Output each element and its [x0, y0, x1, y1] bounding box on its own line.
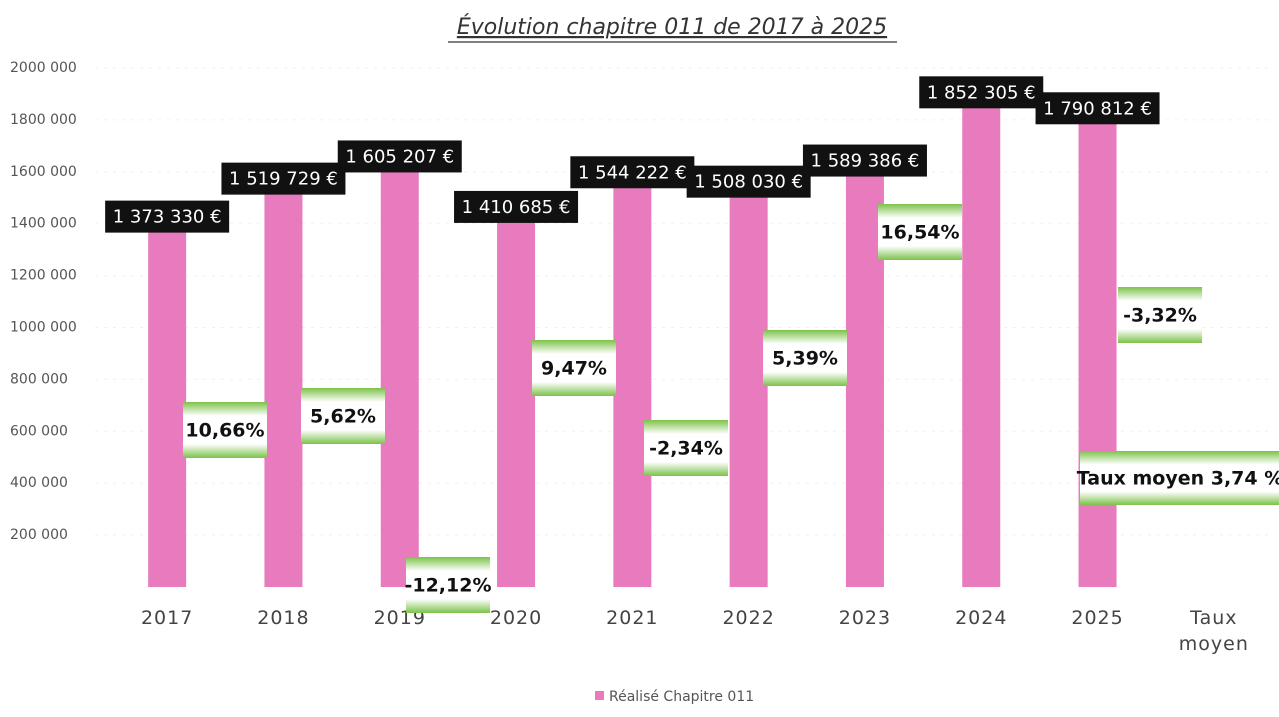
growth-label: 16,54%	[880, 222, 959, 244]
bar	[729, 195, 768, 588]
y-tick-label: 600 000	[10, 423, 68, 439]
x-tick-frame: 2025	[1071, 607, 1124, 629]
x-tick-frame: 2017	[140, 607, 194, 629]
y-tick-label: 1200 000	[10, 268, 77, 284]
value-label: 1 373 330 €	[113, 207, 222, 228]
y-tick-label: 200 000	[10, 527, 68, 543]
value-label: 1 544 222 €	[578, 162, 687, 183]
growth-label-box	[301, 388, 385, 444]
bar	[497, 220, 536, 587]
average-label-box	[1080, 451, 1279, 505]
x-tick-label: 2020	[489, 607, 543, 629]
growth-label-box	[1118, 287, 1202, 343]
bar	[148, 230, 187, 588]
x-tick-label: 2017	[140, 607, 194, 629]
x-tick-frame: 2024	[955, 607, 1008, 629]
x-tick-frame: 2020	[489, 607, 543, 629]
x-tick-label: 2021	[606, 607, 659, 629]
growth-label: -3,32%	[1123, 305, 1197, 327]
y-tick-label: 1000 000	[10, 320, 77, 336]
growth-label-box	[532, 340, 616, 396]
x-tick-frame: 2018	[257, 607, 310, 629]
value-label-box	[686, 165, 811, 198]
y-tick-label: 1800 000	[10, 112, 77, 128]
growth-label: 10,66%	[185, 420, 264, 442]
growth-label: -2,34%	[649, 438, 723, 460]
y-tick-label: 2000 000	[10, 60, 77, 76]
growth-label-box	[763, 330, 847, 386]
x-tick-frame: 2021	[606, 607, 659, 629]
value-label-box	[454, 190, 579, 223]
y-tick-label: 800 000	[10, 371, 68, 387]
average-label: Taux moyen 3,74 %	[1077, 468, 1279, 490]
bar	[1078, 122, 1117, 587]
x-tick-frame: 2019	[374, 607, 425, 629]
value-label-box	[802, 144, 927, 177]
x-tick-frame: Taux moyen	[1178, 607, 1249, 655]
value-label: 1 508 030 €	[694, 172, 803, 193]
growth-label: -12,12%	[404, 575, 491, 597]
value-label-box	[337, 140, 462, 173]
y-tick-label: 400 000	[10, 475, 68, 491]
value-label-box	[1035, 92, 1160, 125]
chart-title: Évolution chapitre 011 de 2017 à 2025	[457, 14, 887, 40]
value-label-box	[919, 76, 1044, 109]
legend-label: Réalisé Chapitre 011	[609, 689, 754, 705]
x-tick-label: 2018	[257, 607, 310, 629]
bar	[380, 170, 419, 587]
y-tick-label: 1400 000	[10, 216, 77, 232]
x-tick-label: 2023	[838, 607, 892, 629]
bar	[962, 106, 1001, 588]
growth-label-box	[183, 402, 267, 458]
value-label-box	[221, 162, 346, 195]
value-label-box	[570, 156, 695, 189]
growth-label-box	[878, 204, 962, 260]
growth-label-box	[644, 420, 728, 476]
bar	[264, 192, 303, 588]
bar	[845, 174, 884, 588]
value-label: 1 519 729 €	[229, 169, 338, 190]
y-tick-label: 1600 000	[10, 164, 77, 180]
x-tick-label: Taux moyen	[1178, 607, 1249, 655]
value-label: 1 852 305 €	[927, 82, 1036, 103]
growth-label: 5,39%	[772, 348, 838, 370]
x-tick-frame: 2022	[722, 607, 775, 629]
legend-swatch	[595, 691, 604, 700]
value-label: 1 410 685 €	[462, 197, 571, 218]
growth-label: 5,62%	[310, 406, 376, 428]
value-label: 1 589 386 €	[811, 151, 920, 172]
value-label: 1 605 207 €	[345, 146, 454, 167]
growth-label: 9,47%	[541, 358, 607, 380]
x-tick-frame: 2023	[838, 607, 892, 629]
x-tick-label: 2025	[1071, 607, 1124, 629]
bar	[613, 186, 652, 587]
growth-label-box	[406, 557, 490, 613]
x-tick-label: 2022	[722, 607, 775, 629]
x-tick-label: 2024	[955, 607, 1008, 629]
value-label: 1 790 812 €	[1043, 98, 1152, 119]
value-label-box	[105, 200, 230, 233]
